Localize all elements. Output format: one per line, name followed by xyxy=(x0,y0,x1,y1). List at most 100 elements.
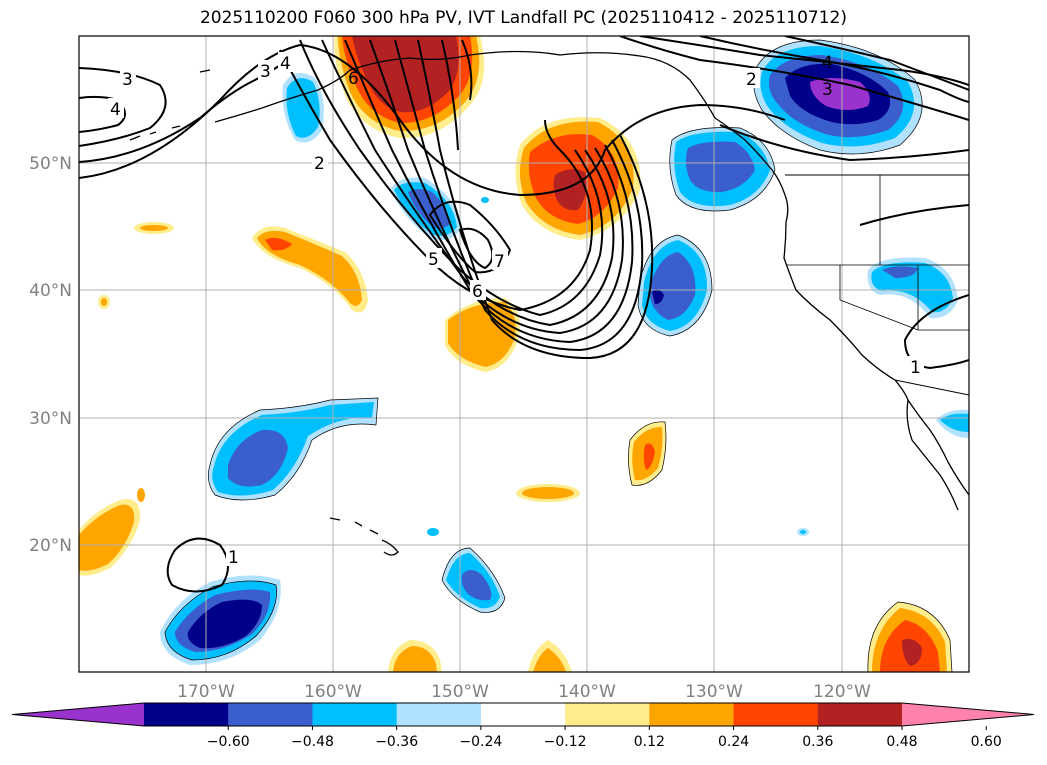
negative-anomaly-region xyxy=(461,570,492,601)
pv-contour xyxy=(784,36,969,91)
negative-anomaly-region xyxy=(652,289,664,304)
colorbar-tick-label: 0.12 xyxy=(634,734,665,750)
lon-tick-label: 150°W xyxy=(431,682,489,702)
coastline-alaska-peninsula xyxy=(214,69,351,123)
negative-anomaly-region xyxy=(800,530,806,534)
negative-anomaly-region xyxy=(286,78,320,138)
pv-contour xyxy=(428,200,512,274)
positive-anomaly-region xyxy=(140,225,168,231)
lon-tick-label: 140°W xyxy=(558,682,616,702)
lon-tick-labels: 170°W 160°W 150°W 140°W 130°W 120°W xyxy=(177,682,871,702)
colorbar-tick-label: 0.48 xyxy=(886,734,917,750)
contour-label: 4 xyxy=(822,53,833,73)
pv-contour xyxy=(417,39,654,360)
pv-contour xyxy=(79,95,126,133)
colorbar-bin xyxy=(144,703,229,726)
colorbar-bin xyxy=(228,703,313,726)
shading-outline xyxy=(669,127,776,212)
shading-outline xyxy=(867,601,953,672)
pv-contour xyxy=(441,39,459,151)
pv-contour xyxy=(79,43,786,197)
pv-contour xyxy=(699,36,969,103)
coastlines xyxy=(129,50,969,556)
lat-tick-label: 20°N xyxy=(29,536,72,556)
lat-tick-label: 40°N xyxy=(29,281,72,301)
contour-label: 3 xyxy=(822,80,833,100)
positive-anomaly-region xyxy=(101,298,107,306)
shading-outline xyxy=(753,39,923,155)
shading-outline xyxy=(637,234,713,337)
contour-label: 4 xyxy=(280,54,291,74)
colorbar-bin xyxy=(396,703,482,726)
contour-label: 5 xyxy=(428,250,439,270)
positive-anomaly-region xyxy=(393,646,437,672)
colorbar-extend-min xyxy=(12,703,144,726)
coastline-hawaii xyxy=(329,517,399,556)
shading-outline xyxy=(208,397,379,501)
coastline-aleutians xyxy=(129,69,211,141)
negative-anomaly-region xyxy=(685,141,755,193)
pv-contour xyxy=(859,204,969,226)
colorbar-bin xyxy=(312,703,398,726)
colorbar-bin xyxy=(649,703,735,726)
gridlines xyxy=(79,36,969,672)
negative-anomaly-region xyxy=(882,266,918,278)
contour-label: 6 xyxy=(348,69,359,89)
map-content: 3 4 3 4 6 2 5 7 6 2 3 4 1 1 xyxy=(79,36,969,672)
pv-contour xyxy=(369,39,634,344)
positive-anomaly-region xyxy=(257,230,362,306)
lon-tick-label: 130°W xyxy=(685,682,743,702)
contour-label: 4 xyxy=(110,100,121,120)
pv-contour xyxy=(321,39,615,327)
state-borders xyxy=(787,175,969,331)
colorbar-tick-label: 0.24 xyxy=(718,734,749,750)
contour-label: 3 xyxy=(122,70,133,90)
negative-anomaly-region xyxy=(650,252,696,320)
pv-contour xyxy=(344,39,624,335)
contour-label: 2 xyxy=(314,154,325,174)
contour-label: 2 xyxy=(746,70,757,90)
positive-anomaly-region xyxy=(902,639,922,666)
shading-outline xyxy=(628,421,667,486)
colorbar-bin xyxy=(817,703,903,726)
coastline-british-columbia xyxy=(714,117,789,223)
lon-tick-label: 120°W xyxy=(813,682,871,702)
map-frame xyxy=(78,35,970,673)
coastline-us-west xyxy=(783,221,969,496)
colorbar-tick-label: −0.12 xyxy=(544,734,587,750)
colorbar-extend-max xyxy=(902,703,1034,726)
colorbar-tick-label: −0.24 xyxy=(459,734,502,750)
border-us-mexico xyxy=(894,379,969,396)
lon-tick-label: 160°W xyxy=(304,682,362,702)
shading-outlines xyxy=(164,39,953,672)
colorbar-outline xyxy=(11,702,1035,727)
pv-contour xyxy=(279,49,593,312)
lat-tick-label: 30°N xyxy=(29,409,72,429)
pv-contour xyxy=(719,124,969,162)
positive-anomaly-region xyxy=(265,237,292,251)
positive-anomaly-region xyxy=(522,487,574,499)
lat-tick-label: 50°N xyxy=(29,154,72,174)
pv-contour xyxy=(166,537,229,593)
pv-contour xyxy=(903,294,969,370)
contour-label: 1 xyxy=(910,358,921,378)
contour-label: 6 xyxy=(472,282,483,302)
positive-anomaly-region xyxy=(79,504,135,571)
coastline-baja xyxy=(906,399,959,511)
negative-anomaly-region xyxy=(481,197,489,203)
pv-contours xyxy=(79,36,969,593)
positive-anomaly-region xyxy=(643,443,655,470)
contour-label: 1 xyxy=(228,548,239,568)
colorbar-tick-label: −0.60 xyxy=(207,734,250,750)
coastline-south-alaska xyxy=(349,50,716,119)
positive-anomaly-region xyxy=(553,169,587,211)
figure-title: 2025110200 F060 300 hPa PV, IVT Landfall… xyxy=(199,8,847,28)
shading-outline xyxy=(441,547,506,613)
contour-label: 7 xyxy=(494,252,505,272)
contour-label: 3 xyxy=(260,62,271,82)
colorbar-tick-label: 0.60 xyxy=(971,734,1002,750)
shading-outline xyxy=(164,580,277,661)
colorbar-tick-label: 0.36 xyxy=(802,734,833,750)
positive-anomaly-region xyxy=(533,648,566,672)
